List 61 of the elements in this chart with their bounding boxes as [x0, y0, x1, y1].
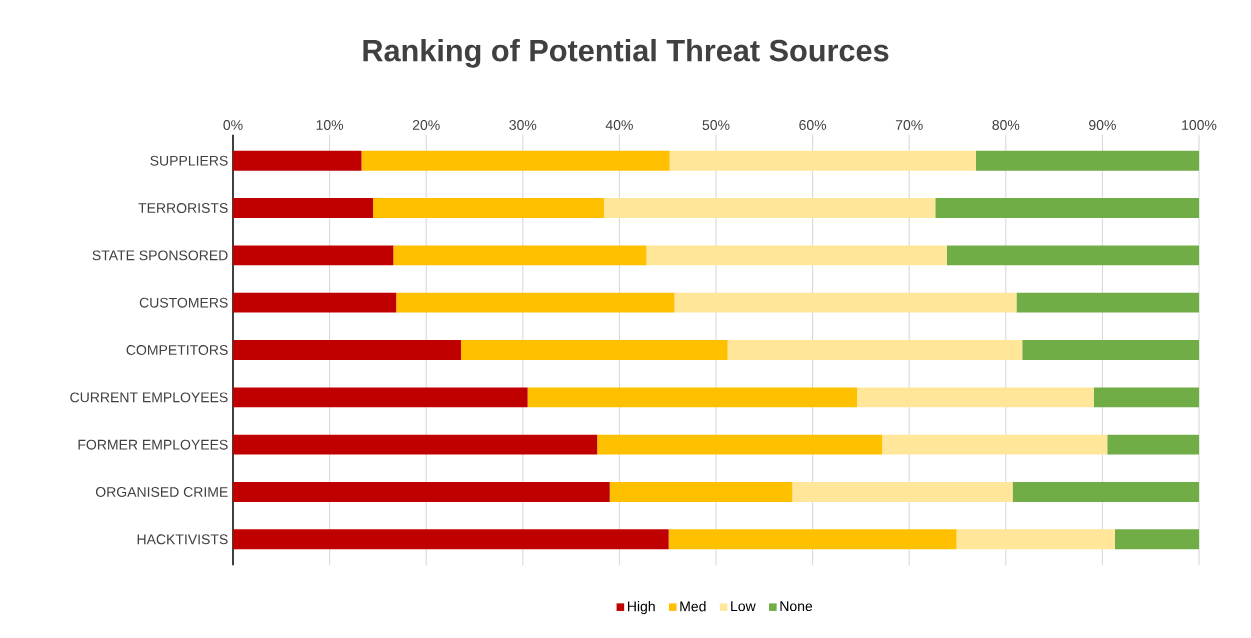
x-tick-label: 0% [223, 120, 243, 130]
bar [1107, 434, 1200, 455]
bar [609, 482, 793, 502]
x-tick-label: 80% [992, 120, 1020, 130]
legend-label: High [627, 601, 655, 615]
legend-label: Med [680, 601, 706, 612]
bar [935, 198, 1200, 218]
bar [233, 387, 528, 408]
bar [727, 340, 1023, 360]
legend-label: None [780, 601, 813, 612]
legend-label: Low [731, 601, 756, 612]
bar [597, 434, 883, 455]
bar [233, 482, 610, 502]
x-tick-label: 100% [1182, 120, 1217, 130]
bar [373, 198, 604, 218]
bar [956, 529, 1115, 550]
y-tick-label: STATE SPONSORED [92, 250, 228, 261]
bar [527, 387, 858, 408]
bar [361, 150, 670, 171]
y-tick-label: COMPETITORS [126, 345, 228, 355]
bar [882, 434, 1108, 455]
x-tick-label: 70% [895, 120, 923, 130]
bar [1114, 529, 1200, 550]
x-tick-label: 90% [1089, 120, 1116, 130]
x-tick-label: 10% [316, 120, 344, 130]
x-tick-label: 60% [799, 120, 827, 130]
bar [233, 292, 397, 313]
y-tick-label: SUPPLIERS [150, 155, 228, 166]
chart-title: Ranking of Potential Threat Sources [363, 38, 889, 68]
y-tick-label: HACKTIVISTS [137, 534, 228, 545]
bar [603, 198, 936, 218]
bar [233, 150, 362, 171]
bar [1016, 292, 1200, 313]
bar [233, 245, 394, 266]
bar [460, 340, 728, 360]
bar [233, 340, 461, 360]
bar [946, 245, 1200, 266]
x-tick-label: 40% [605, 120, 633, 130]
bar [674, 292, 1017, 313]
bar [233, 434, 598, 455]
bar [792, 482, 1013, 502]
bar [975, 150, 1200, 171]
x-tick-label: 20% [412, 120, 440, 130]
bar [669, 150, 976, 171]
bar [1012, 482, 1200, 502]
y-tick-label: TERRORISTS [138, 203, 228, 213]
y-tick-label: FORMER EMPLOYEES [78, 439, 228, 450]
bar [646, 245, 947, 266]
x-tick-label: 30% [509, 120, 537, 130]
bar [1022, 340, 1200, 360]
y-tick-label: CURRENT EMPLOYEES [70, 392, 228, 403]
bar [668, 529, 957, 550]
bar [857, 387, 1094, 408]
bar [396, 292, 675, 313]
bar [233, 529, 669, 550]
bar [233, 198, 374, 218]
bar [1093, 387, 1200, 408]
bar [393, 245, 647, 266]
y-tick-label: ORGANISED CRIME [95, 487, 228, 497]
x-tick-label: 50% [702, 120, 730, 130]
y-tick-label: CUSTOMERS [139, 297, 228, 308]
